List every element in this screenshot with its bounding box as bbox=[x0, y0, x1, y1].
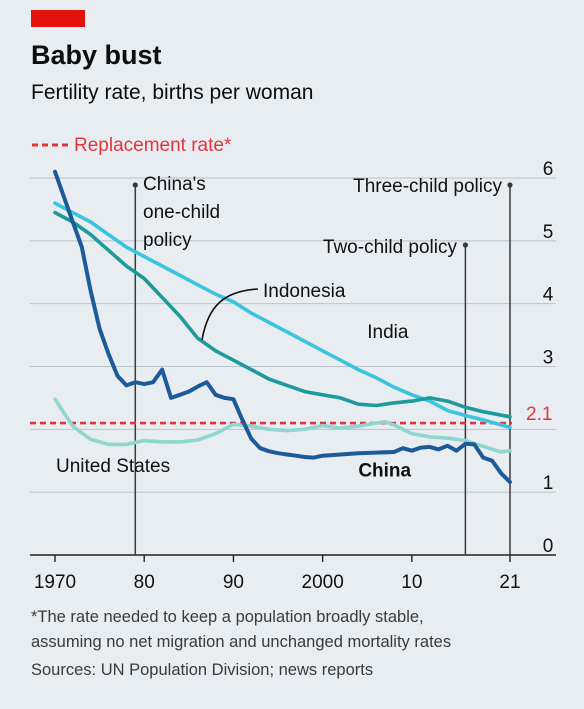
chart-title: Baby bust bbox=[31, 40, 162, 70]
series-label-indonesia: Indonesia bbox=[263, 281, 346, 302]
legend-replacement-label: Replacement rate* bbox=[74, 135, 232, 156]
x-axis: 1970 80 90 2000 10 21 bbox=[34, 555, 521, 593]
series-lines bbox=[53, 169, 512, 485]
y-tick-label-1: 1 bbox=[543, 473, 554, 494]
series-line-indonesia bbox=[53, 210, 512, 419]
y-tick-label-3: 3 bbox=[543, 348, 554, 369]
y-tick-label-4: 4 bbox=[543, 285, 554, 306]
one-child-annotation: China's one-child policy bbox=[143, 174, 225, 251]
three-child-annotation: Three-child policy bbox=[353, 176, 502, 197]
policy-markers bbox=[132, 182, 513, 555]
policy-marker-dot-1979 bbox=[132, 182, 138, 188]
series-label-united_states: United States bbox=[56, 456, 170, 477]
one-child-line-2: one-child bbox=[143, 202, 220, 223]
x-tick-label-2021: 21 bbox=[499, 572, 520, 593]
policy-marker-dot-2016 bbox=[462, 242, 468, 248]
footnote-line-1: *The rate needed to keep a population br… bbox=[31, 608, 424, 626]
x-tick-label-2010: 10 bbox=[401, 572, 422, 593]
series-label-india: India bbox=[367, 322, 409, 343]
two-child-annotation: Two-child policy bbox=[323, 237, 458, 258]
series-label-china: China bbox=[358, 460, 411, 481]
y-tick-label-0: 0 bbox=[543, 536, 554, 557]
one-child-line-3: policy bbox=[143, 230, 192, 251]
chart-subtitle: Fertility rate, births per woman bbox=[31, 81, 313, 104]
x-tick-label-2000: 2000 bbox=[302, 572, 344, 593]
y-axis: 0 1 3 4 5 6 bbox=[543, 159, 554, 557]
y-tick-label-6: 6 bbox=[543, 159, 554, 180]
series-line-china bbox=[53, 169, 512, 485]
sources: Sources: UN Population Division; news re… bbox=[31, 661, 373, 679]
series-line-united_states bbox=[53, 397, 512, 454]
policy-marker-dot-2021 bbox=[507, 182, 513, 188]
replacement-value-label: 2.1 bbox=[526, 404, 552, 425]
x-tick-label-1970: 1970 bbox=[34, 572, 76, 593]
footnote-line-2: assuming no net migration and unchanged … bbox=[31, 633, 451, 651]
x-tick-label-1980: 80 bbox=[134, 572, 155, 593]
indonesia-callout bbox=[201, 288, 259, 341]
one-child-line-1: China's bbox=[143, 174, 206, 195]
series-labels: India Indonesia United States China bbox=[56, 281, 412, 481]
y-tick-label-5: 5 bbox=[543, 222, 554, 243]
x-tick-label-1990: 90 bbox=[223, 572, 244, 593]
brand-bar bbox=[31, 10, 85, 27]
